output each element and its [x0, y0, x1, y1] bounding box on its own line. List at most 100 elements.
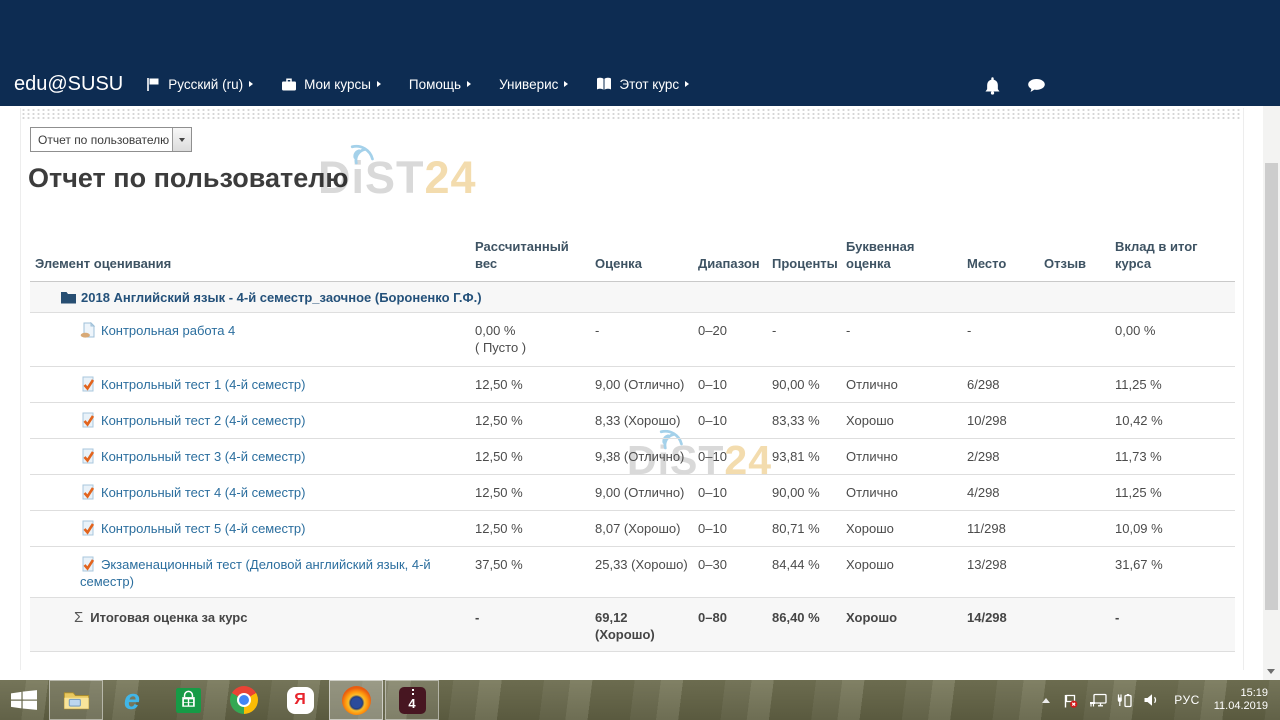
- feedback-value: [1044, 312, 1115, 366]
- network-icon[interactable]: [1089, 693, 1107, 708]
- grade-item-link[interactable]: Контрольный тест 3 (4-й семестр): [101, 448, 306, 464]
- table-row: Контрольный тест 1 (4-й семестр) 12,50 %…: [30, 366, 1235, 402]
- taskbar-windows-store[interactable]: [161, 680, 215, 720]
- rank-value: 10/298: [967, 412, 1007, 428]
- book-icon: [596, 77, 612, 92]
- rank-value: 13/298: [967, 556, 1007, 572]
- taskbar-file-explorer[interactable]: [49, 680, 103, 720]
- quiz-icon: [80, 412, 96, 428]
- menu-my-courses[interactable]: Мои курсы: [267, 77, 395, 92]
- windows-logo-icon: [11, 690, 37, 710]
- rank-value: 6/298: [967, 376, 1000, 392]
- quiz-icon: [80, 556, 96, 572]
- report-type-select-value: Отчет по пользователю: [38, 132, 170, 147]
- table-row: Контрольный тест 5 (4-й семестр) 12,50 %…: [30, 510, 1235, 546]
- grade-value: 9,00 (Отлично): [595, 376, 685, 392]
- flag-icon: [145, 77, 161, 92]
- grade-item-link[interactable]: Экзаменационный тест (Деловой английский…: [80, 556, 431, 589]
- menu-help[interactable]: Помощь: [395, 77, 485, 92]
- top-navbar: edu@SUSU Русский (ru) Мои курсы: [0, 0, 1280, 106]
- caret-right-icon: [249, 81, 254, 87]
- content-right-edge: [1243, 108, 1244, 670]
- scrollbar-thumb[interactable]: [1265, 163, 1278, 610]
- feedback-value: [1044, 366, 1115, 402]
- taskbar-yandex-browser[interactable]: [273, 680, 327, 720]
- range-value: 0–80: [698, 609, 727, 625]
- menu-language[interactable]: Русский (ru): [131, 77, 267, 92]
- letter-grade-value: Отлично: [846, 376, 898, 392]
- watermark-number: 24: [424, 152, 477, 203]
- letter-grade-value: Отлично: [846, 448, 898, 464]
- contribution-value: 10,09 %: [1115, 520, 1163, 536]
- vertical-scrollbar[interactable]: [1263, 106, 1280, 680]
- contribution-value: 0,00 %: [1115, 322, 1156, 338]
- range-value: 0–10: [698, 376, 727, 392]
- range-value: 0–10: [698, 484, 727, 500]
- quiz-icon: [80, 520, 96, 536]
- grade-item-link[interactable]: Контрольная работа 4: [101, 322, 236, 338]
- notifications-bell-icon[interactable]: [983, 76, 1002, 95]
- taskbar-clock[interactable]: 15:19 11.04.2019: [1214, 687, 1272, 713]
- percentage-value: 80,71 %: [772, 520, 820, 536]
- quiz-icon: [80, 484, 96, 500]
- col-header-grade: Оценка: [595, 255, 642, 271]
- grade-item-link[interactable]: Контрольный тест 5 (4-й семестр): [101, 520, 306, 536]
- feedback-value: [1044, 474, 1115, 510]
- report-type-select[interactable]: Отчет по пользователю: [30, 127, 192, 152]
- percentage-value: 84,44 %: [772, 556, 820, 572]
- contribution-value: 11,73 %: [1115, 448, 1162, 464]
- letter-grade-value: Хорошо: [846, 520, 894, 536]
- feedback-value: [1044, 546, 1115, 597]
- show-hidden-icons-button[interactable]: [1042, 697, 1051, 703]
- grade-value: 25,33 (Хорошо): [595, 556, 688, 572]
- range-value: 0–10: [698, 412, 727, 428]
- taskbar-internet-explorer[interactable]: e: [105, 680, 159, 720]
- weight-value: 0,00 %: [475, 322, 516, 338]
- col-header-rank: Место: [967, 255, 1007, 271]
- caret-right-icon: [685, 81, 690, 87]
- grade-value: 8,33 (Хорошо): [595, 412, 681, 428]
- caret-right-icon: [564, 81, 569, 87]
- language-indicator[interactable]: РУС: [1174, 693, 1200, 707]
- menu-univeris[interactable]: Универис: [485, 77, 582, 92]
- grade-item-link[interactable]: Контрольный тест 1 (4-й семестр): [101, 376, 306, 392]
- table-row: Экзаменационный тест (Деловой английский…: [30, 546, 1235, 597]
- nav-row: edu@SUSU Русский (ru) Мои курсы: [14, 62, 703, 106]
- weight-value: 12,50 %: [475, 484, 523, 500]
- rank-value: 11/298: [967, 520, 1006, 536]
- internet-explorer-icon: e: [123, 683, 141, 716]
- messages-chat-icon[interactable]: [1027, 76, 1046, 95]
- taskbar-chrome[interactable]: [217, 680, 271, 720]
- volume-icon[interactable]: [1143, 693, 1160, 708]
- letter-grade-value: Хорошо: [846, 609, 898, 625]
- grade-report-table: Элемент оценивания Рассчитанный вес Оцен…: [30, 230, 1235, 652]
- contribution-value: -: [1115, 609, 1120, 625]
- percentage-value: 86,40 %: [772, 609, 820, 625]
- scrollbar-down-arrow-icon[interactable]: [1267, 669, 1275, 674]
- menu-help-label: Помощь: [408, 76, 462, 92]
- start-button[interactable]: [0, 680, 48, 720]
- percentage-value: 83,33 %: [772, 412, 820, 428]
- dropdown-arrow-icon[interactable]: [172, 128, 191, 151]
- menu-this-course[interactable]: Этот курс: [582, 77, 703, 92]
- col-header-grade-item: Элемент оценивания: [35, 255, 172, 271]
- menu-univeris-label: Универис: [499, 76, 559, 92]
- action-center-flag-icon[interactable]: [1062, 693, 1079, 708]
- assignment-icon: [80, 321, 96, 338]
- quiz-icon: [80, 376, 96, 392]
- windows-taskbar: e: [0, 680, 1280, 720]
- col-header-weight: Рассчитанный вес: [475, 238, 569, 271]
- grade-item-link[interactable]: Контрольный тест 2 (4-й семестр): [101, 412, 306, 428]
- taskbar-4k-downloader[interactable]: [385, 680, 439, 720]
- feedback-value: [1044, 597, 1115, 651]
- power-battery-icon[interactable]: [1116, 693, 1133, 708]
- grade-value: 9,38 (Отлично): [595, 448, 685, 464]
- page-dot-texture: [21, 108, 1241, 119]
- system-tray: РУС 15:19 11.04.2019: [1042, 680, 1280, 720]
- grade-item-link[interactable]: Контрольный тест 4 (4-й семестр): [101, 484, 306, 500]
- taskbar-firefox[interactable]: [329, 680, 383, 720]
- contribution-value: 31,67 %: [1115, 556, 1163, 572]
- weight-value: -: [475, 609, 480, 625]
- percentage-value: 90,00 %: [772, 484, 820, 500]
- site-logo[interactable]: edu@SUSU: [14, 72, 124, 95]
